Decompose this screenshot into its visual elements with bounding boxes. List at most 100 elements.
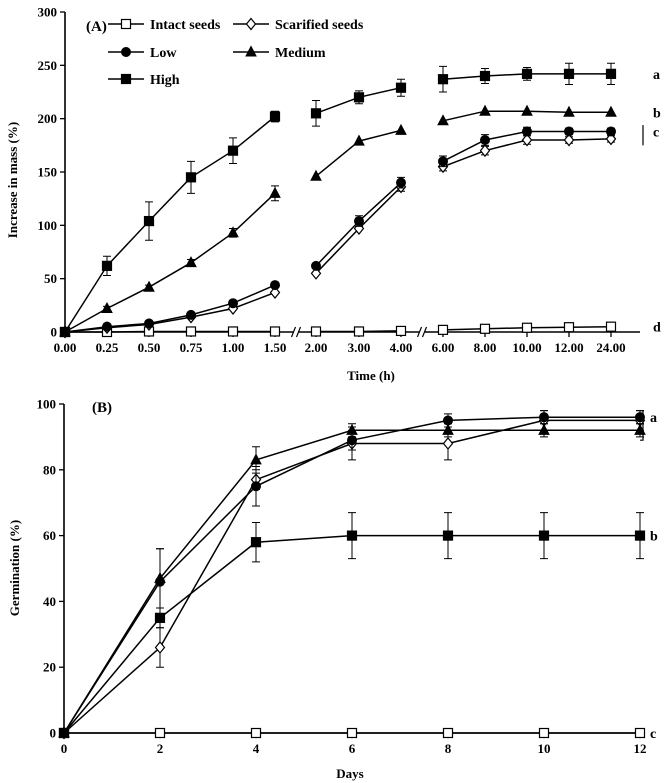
panel-b-x-tick-label: 12 (634, 741, 647, 756)
panel-a-data-point (563, 322, 575, 333)
panel-a-x-tick-label: 12.00 (554, 340, 583, 355)
panel-a-y-tick-label: 100 (38, 218, 58, 233)
panel-a-series-intact-seeds (59, 321, 617, 338)
legend-marker-icon (245, 45, 257, 57)
panel-a-data-point (227, 226, 239, 238)
panel-b-y-axis-label: Germination (%) (7, 520, 22, 616)
panel-a-y-tick-label: 0 (51, 325, 58, 340)
panel-a-data-point (270, 280, 280, 291)
legend-marker-icon (245, 17, 257, 31)
panel-a-data-point (521, 133, 533, 147)
panel-a-chart: (A) 0 50 100 150 200 250 300 0.00 0.25 0.50 0.75 1.… (5, 5, 661, 384)
panel-b-y-tick-label: 100 (37, 397, 57, 412)
panel-a-data-point (479, 70, 491, 82)
legend-marker-icon (120, 18, 132, 30)
panel-b-x-tick-label: 8 (445, 741, 452, 756)
panel-a-y-axis-label: Increase in mass (%) (5, 122, 20, 238)
panel-b-label: (B) (92, 400, 112, 416)
panel-b-data-point (538, 423, 550, 435)
panel-b-chart: (B) 0 20 40 60 80 100 0 2 4 6 8 10 12 a b c Germinatio… (7, 397, 658, 782)
legend-label: Intact seeds (150, 18, 221, 33)
panel-a-data-point (522, 126, 532, 137)
panel-b-x-tick-label: 2 (157, 741, 164, 756)
panel-a-data-point (144, 318, 154, 329)
panel-a-x-tick-label: 1.00 (222, 340, 245, 355)
panel-a-data-point (563, 133, 575, 147)
panel-a-data-point (521, 322, 533, 333)
panel-b-series-line (63, 419, 640, 734)
panel-a-label: (A) (86, 19, 107, 35)
panel-a-data-point (353, 134, 365, 146)
panel-b-y-tick-label: 20 (43, 660, 56, 675)
panel-a-x-tick-label: 0.50 (138, 340, 161, 355)
panel-b-data-point (154, 641, 166, 654)
panel-a-data-point (564, 126, 574, 137)
panel-a-data-point (310, 326, 322, 337)
panel-a-group-label: d (653, 321, 661, 336)
panel-a-data-point (479, 323, 491, 334)
legend-item-low: Low (108, 46, 177, 61)
panel-b-data-point (442, 437, 454, 450)
panel-b-group-labels: a b c (640, 409, 658, 742)
panel-a-data-point (269, 326, 281, 337)
panel-a-series-medium (59, 104, 617, 337)
panel-a-data-point (354, 216, 364, 227)
panel-a-data-point (438, 156, 448, 167)
panel-a-x-tick-label: 2.00 (305, 340, 328, 355)
panel-a-data-point (437, 324, 449, 335)
panel-a-data-point (605, 68, 617, 79)
panel-a-data-point (395, 325, 407, 337)
panel-a-series-scarified-seeds (59, 132, 617, 339)
panel-a-data-point (143, 215, 155, 227)
panel-a-y-tick-label: 250 (38, 58, 58, 73)
legend-label: Medium (275, 46, 326, 61)
panel-a-x-tick-label: 0.75 (180, 340, 203, 355)
panel-b-data-point (442, 530, 454, 541)
panel-b-data-point (251, 481, 261, 492)
panel-a-axis-break-mark (421, 326, 428, 338)
panel-b-data-point (442, 727, 454, 739)
panel-a-data-point (605, 105, 617, 117)
panel-a-data-point (521, 104, 533, 116)
panel-b-data-point (346, 423, 358, 435)
panel-a-data-point (227, 145, 239, 156)
panel-a-x-axis-label: Time (h) (347, 368, 395, 383)
panel-a-axis-break-mark (295, 326, 302, 338)
panel-b-x-tick-label: 4 (253, 741, 260, 756)
panel-a-data-point (310, 266, 322, 280)
panel-b-data-point (634, 530, 646, 541)
panel-a-axes: 0 50 100 150 200 250 300 0.00 0.25 0.50 0.75 1.00 1.… (38, 5, 640, 355)
panel-a-data-point (353, 326, 365, 337)
panel-b-y-tick-label: 0 (50, 726, 57, 741)
panel-b-group-bracket (640, 409, 644, 441)
panel-b-y-tick-label: 60 (43, 528, 56, 543)
panel-a-data-point (269, 286, 281, 299)
panel-b-y-tick-label: 40 (43, 594, 56, 609)
panel-a-x-tick-label: 1.50 (264, 340, 287, 355)
panel-a-data-point (480, 135, 490, 145)
panel-b-series-line (63, 534, 640, 734)
panel-a-data-point (605, 132, 617, 146)
panel-a-series-line (64, 130, 611, 333)
panel-b-data-point (250, 453, 262, 465)
panel-b-group-label: a (650, 411, 657, 426)
panel-a-axis-break-mark (416, 326, 423, 338)
panel-a-x-tick-label: 6.00 (432, 340, 455, 355)
panel-a-y-tick-label: 200 (38, 111, 58, 126)
panel-b-series-intact-seeds (58, 727, 646, 739)
panel-a-group-labels: a bc d (642, 68, 661, 336)
panel-a-data-point (396, 177, 406, 188)
panel-a-data-point (353, 92, 365, 103)
panel-a-legend: Intact seeds Scarified seeds Low Medium High (108, 17, 364, 88)
panel-b-x-axis-label: Days (336, 766, 363, 781)
panel-b-data-point (154, 612, 166, 623)
legend-item-scarified-seeds: Scarified seeds (233, 17, 364, 33)
panel-a-data-point (395, 123, 407, 135)
panel-a-data-point (102, 321, 112, 332)
legend-item-high: High (108, 73, 180, 88)
panel-a-data-point (437, 114, 449, 126)
panel-a-y-tick-label: 50 (44, 271, 57, 286)
panel-a-data-point (101, 301, 113, 314)
panel-b-data-point (538, 727, 550, 739)
